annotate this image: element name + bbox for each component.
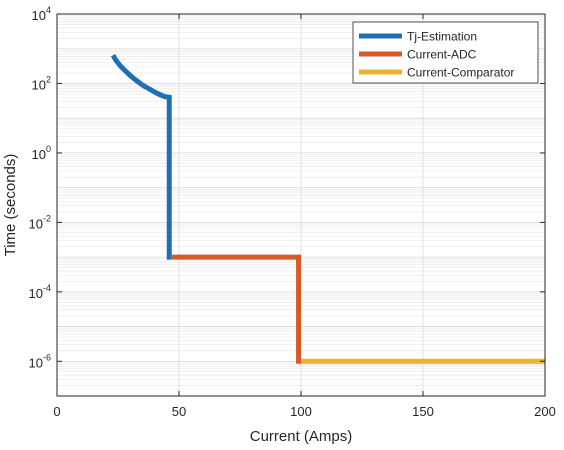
tick-marks (56, 13, 546, 396)
y-tick-label: 104 (32, 5, 51, 23)
legend-label-current-adc: Current-ADC (407, 48, 477, 62)
x-axis-label: Current (Amps) (250, 428, 353, 445)
y-tick-label: 10-6 (29, 352, 51, 370)
y-tick-label: 10-4 (29, 283, 51, 301)
y-tick-label: 102 (32, 74, 51, 92)
y-tick-label: 100 (32, 144, 51, 162)
y-tick-labels: 10-6 10-4 10-2 100 102 104 (29, 5, 51, 370)
x-tick-labels: 0 50 100 150 200 (53, 404, 555, 419)
x-tick-label: 100 (290, 404, 312, 419)
x-tick-label: 0 (53, 404, 60, 419)
x-tick-label: 150 (412, 404, 434, 419)
legend-label-tj-estimation: Tj-Estimation (407, 30, 477, 44)
legend-label-current-comparator: Current-Comparator (407, 66, 514, 80)
x-tick-label: 200 (534, 404, 556, 419)
x-tick-label: 50 (172, 404, 186, 419)
series-line-current-adc (171, 254, 302, 364)
legend: Tj-Estimation Current-ADC Current-Compar… (352, 21, 539, 84)
series-line-tj-estimation (110, 54, 172, 260)
y-tick-label: 10-2 (29, 213, 51, 231)
series-layer (110, 54, 545, 364)
y-axis-label: Time (seconds) (2, 154, 19, 257)
